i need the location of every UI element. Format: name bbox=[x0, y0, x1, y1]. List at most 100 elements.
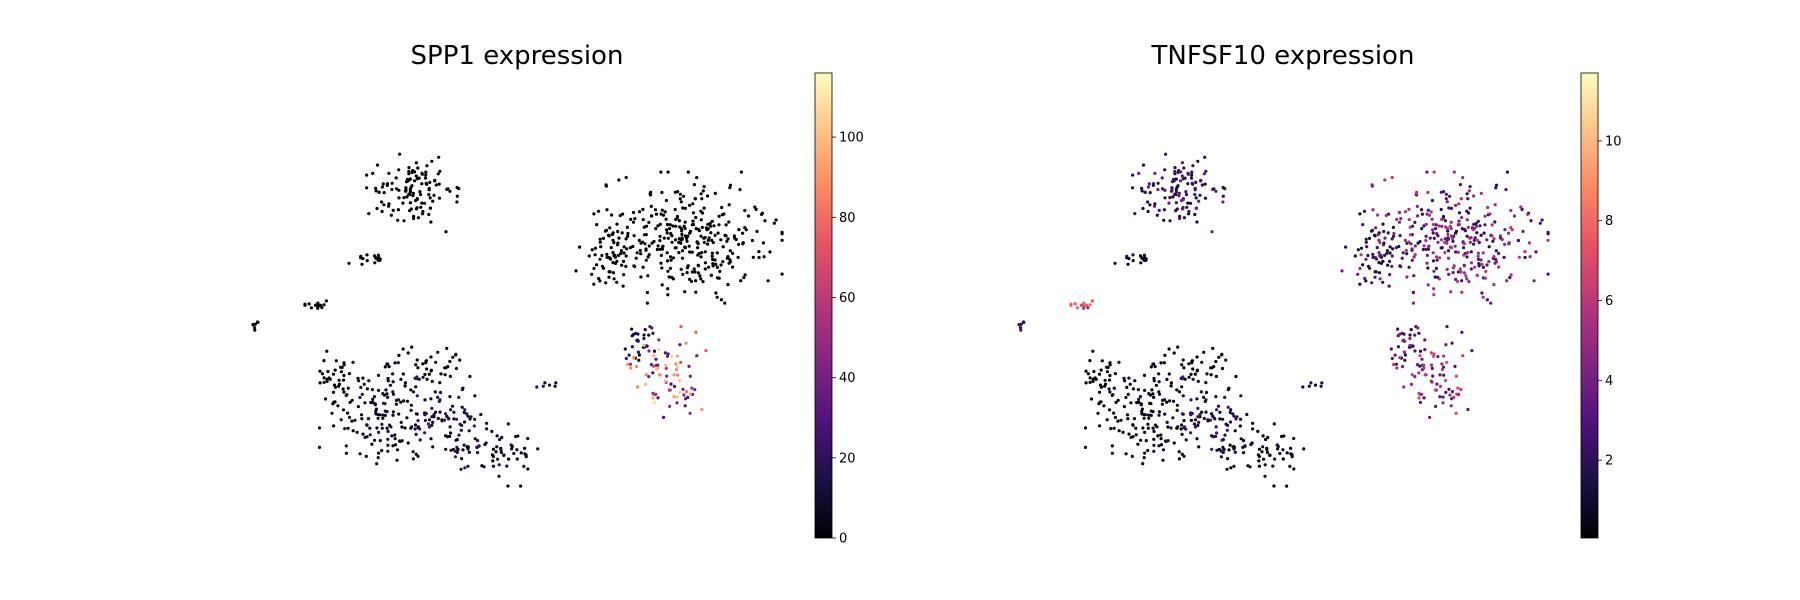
scatter-point bbox=[757, 250, 761, 254]
scatter-point bbox=[622, 245, 626, 249]
scatter-point bbox=[681, 387, 685, 391]
scatter-point bbox=[1084, 381, 1088, 385]
colorbar-tick-label: 6 bbox=[1605, 294, 1613, 309]
scatter-point bbox=[1223, 395, 1227, 399]
scatter-point bbox=[1216, 404, 1221, 408]
scatter-point bbox=[768, 250, 772, 254]
scatter-point bbox=[510, 447, 514, 451]
scatter-point bbox=[1197, 445, 1201, 449]
scatter-point bbox=[461, 448, 465, 452]
scatter-point bbox=[1143, 430, 1147, 434]
scatter-point bbox=[1174, 201, 1178, 205]
scatter-point bbox=[370, 388, 374, 392]
scatter-point bbox=[1148, 203, 1152, 207]
scatter-point bbox=[1114, 400, 1118, 404]
scatter-point bbox=[595, 223, 599, 227]
scatter-point bbox=[1418, 364, 1422, 368]
scatter-point bbox=[1181, 394, 1185, 398]
scatter-point bbox=[1370, 228, 1375, 232]
scatter-point bbox=[668, 255, 673, 259]
scatter-point bbox=[622, 273, 626, 277]
scatter-point bbox=[1453, 364, 1457, 368]
scatter-point bbox=[340, 365, 344, 369]
scatter-point bbox=[407, 166, 411, 170]
chart-title-spp1: SPP1 expression bbox=[411, 41, 624, 71]
scatter-point bbox=[1379, 261, 1384, 265]
scatter-point bbox=[1444, 379, 1448, 383]
scatter-point bbox=[679, 360, 683, 364]
scatter-point bbox=[436, 416, 440, 421]
scatter-point bbox=[411, 194, 415, 198]
scatter-point bbox=[373, 261, 377, 265]
scatter-point bbox=[387, 202, 391, 206]
scatter-point bbox=[650, 214, 654, 218]
scatter-point bbox=[607, 275, 611, 279]
scatter-point bbox=[1091, 349, 1095, 353]
scatter-point bbox=[1494, 249, 1498, 253]
scatter-point bbox=[1276, 447, 1280, 451]
scatter-point bbox=[1215, 448, 1219, 452]
scatter-point bbox=[637, 358, 641, 362]
scatter-point bbox=[1132, 417, 1137, 421]
scatter-point bbox=[674, 224, 678, 228]
scatter-point bbox=[1126, 262, 1130, 266]
scatter-point bbox=[448, 359, 452, 364]
scatter-point bbox=[1094, 377, 1098, 381]
scatter-point bbox=[1202, 395, 1206, 399]
scatter-point bbox=[541, 384, 545, 388]
scatter-point bbox=[438, 381, 442, 385]
scatter-point bbox=[743, 208, 747, 213]
scatter-point bbox=[1190, 411, 1194, 416]
scatter-point bbox=[455, 194, 459, 198]
colorbar-tick-label: 20 bbox=[839, 451, 856, 466]
scatter-point bbox=[1446, 229, 1450, 233]
scatter-point bbox=[393, 361, 397, 365]
scatter-point bbox=[1465, 234, 1469, 238]
scatter-point bbox=[1217, 355, 1221, 359]
scatter-point bbox=[652, 354, 656, 358]
scatter-point bbox=[345, 393, 349, 397]
scatter-point bbox=[421, 375, 425, 379]
scatter-point bbox=[1262, 457, 1266, 461]
scatter-point bbox=[1160, 398, 1165, 402]
scatter-point bbox=[1195, 369, 1199, 373]
scatter-point bbox=[648, 325, 652, 329]
scatter-point bbox=[728, 183, 733, 187]
scatter-point bbox=[637, 210, 642, 214]
scatter-point bbox=[695, 176, 699, 180]
scatter-point bbox=[1407, 240, 1411, 244]
scatter-point bbox=[627, 353, 631, 357]
scatter-point bbox=[507, 457, 511, 461]
scatter-point bbox=[649, 363, 654, 367]
scatter-point bbox=[1431, 228, 1435, 232]
scatter-point bbox=[396, 218, 400, 222]
scatter-point bbox=[332, 383, 337, 387]
scatter-point bbox=[1181, 375, 1185, 379]
scatter-point bbox=[1440, 217, 1444, 222]
scatter-point bbox=[668, 266, 673, 270]
scatter-point bbox=[339, 370, 343, 374]
scatter-point bbox=[391, 413, 395, 417]
scatter-point bbox=[678, 343, 682, 347]
scatter-point bbox=[406, 441, 410, 445]
scatter-point bbox=[709, 273, 713, 277]
scatter-point bbox=[1189, 201, 1193, 205]
scatter-point bbox=[744, 228, 748, 232]
scatter-point bbox=[1167, 201, 1171, 205]
scatter-point bbox=[1494, 186, 1498, 190]
scatter-point bbox=[454, 352, 458, 356]
scatter-point bbox=[408, 177, 412, 181]
scatter-point bbox=[1161, 187, 1165, 191]
scatter-point bbox=[1485, 263, 1489, 267]
scatter-point bbox=[1102, 404, 1106, 408]
scatter-point bbox=[1084, 303, 1088, 307]
scatter-point bbox=[1134, 433, 1138, 437]
scatter-point bbox=[1449, 290, 1453, 294]
scatter-point bbox=[697, 229, 702, 233]
scatter-point bbox=[1285, 484, 1289, 488]
scatter-point bbox=[1239, 437, 1243, 441]
scatter-point bbox=[1174, 187, 1178, 192]
scatter-point bbox=[1276, 444, 1280, 449]
scatter-point bbox=[429, 355, 433, 359]
scatter-point bbox=[590, 272, 594, 276]
